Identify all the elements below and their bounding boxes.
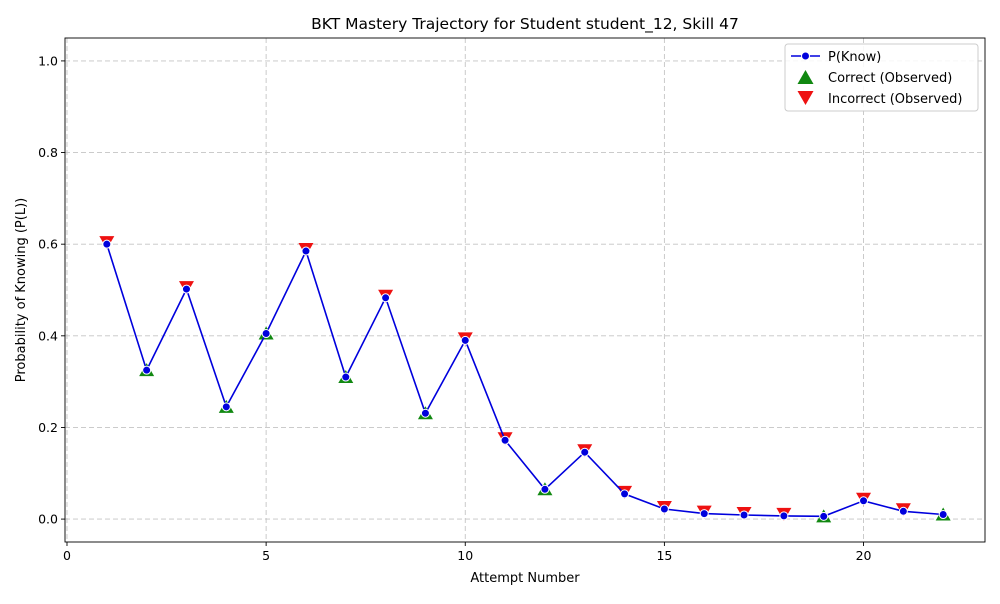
pknow-point bbox=[699, 509, 709, 519]
pknow-point bbox=[540, 484, 550, 494]
pknow-point bbox=[859, 496, 869, 506]
pknow-point bbox=[898, 506, 908, 516]
plot-area-frame bbox=[64, 37, 986, 543]
legend-label-pknow: P(Know) bbox=[828, 50, 881, 65]
legend-label-correct: Correct (Observed) bbox=[828, 71, 952, 86]
y-axis-label: Probability of Knowing (P(L)) bbox=[14, 198, 29, 382]
x-tick-label: 20 bbox=[856, 548, 872, 563]
pknow-series-line bbox=[106, 243, 944, 518]
legend: P(Know) Correct (Observed) Incorrect (Ob… bbox=[784, 43, 979, 112]
pknow-point bbox=[779, 511, 789, 521]
x-axis-label: Attempt Number bbox=[470, 571, 580, 586]
pknow-points bbox=[102, 239, 948, 521]
legend-label-incorrect: Incorrect (Observed) bbox=[828, 92, 962, 107]
x-tick-label: 0 bbox=[63, 548, 71, 563]
grid-lines bbox=[65, 38, 985, 542]
incorrect-markers bbox=[99, 236, 911, 521]
pknow-point bbox=[142, 365, 152, 375]
y-tick-label: 0.0 bbox=[38, 512, 58, 527]
legend-incorrect-marker bbox=[797, 91, 814, 105]
pknow-point bbox=[500, 435, 510, 445]
pknow-point bbox=[938, 510, 948, 520]
pknow-point bbox=[620, 489, 630, 499]
pknow-point bbox=[102, 239, 112, 249]
pknow-point bbox=[460, 335, 470, 345]
chart-title: BKT Mastery Trajectory for Student stude… bbox=[311, 15, 739, 34]
legend-pknow-dot bbox=[801, 51, 810, 61]
pknow-point bbox=[341, 372, 351, 382]
pknow-point bbox=[819, 511, 829, 521]
pknow-point bbox=[261, 329, 271, 339]
legend-box bbox=[784, 43, 979, 112]
pknow-point bbox=[659, 504, 669, 514]
y-tick-label: 0.2 bbox=[38, 420, 58, 435]
pknow-point bbox=[739, 510, 749, 520]
pknow-point bbox=[221, 402, 231, 412]
y-tick-label: 1.0 bbox=[38, 53, 58, 68]
pknow-point bbox=[381, 293, 391, 303]
pknow-point bbox=[580, 447, 590, 457]
x-tick-label: 15 bbox=[656, 548, 672, 563]
x-tick-label: 10 bbox=[457, 548, 473, 563]
x-tick-label: 5 bbox=[262, 548, 270, 563]
y-axis-ticks: 0.0 0.2 0.4 0.6 0.8 1.0 bbox=[38, 53, 65, 527]
y-tick-label: 0.4 bbox=[38, 328, 58, 343]
x-axis-ticks: 0 5 10 15 20 bbox=[63, 542, 872, 563]
pknow-point bbox=[420, 408, 430, 418]
legend-correct-marker bbox=[797, 70, 814, 84]
pknow-point bbox=[181, 284, 191, 294]
y-tick-label: 0.6 bbox=[38, 237, 58, 252]
pknow-point bbox=[301, 246, 311, 256]
y-tick-label: 0.8 bbox=[38, 145, 58, 160]
